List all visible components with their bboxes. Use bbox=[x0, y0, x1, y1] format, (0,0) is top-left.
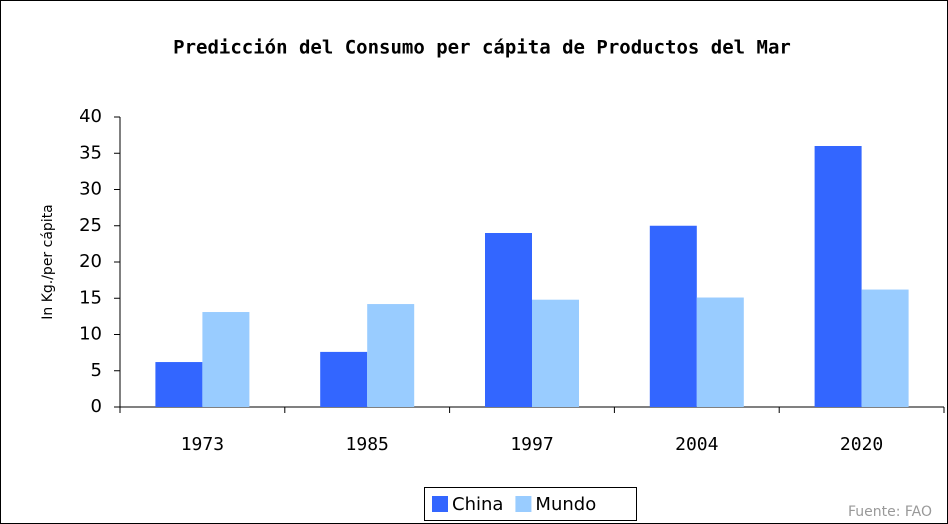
y-tick-label: 40 bbox=[79, 106, 102, 127]
x-tick-label: 2020 bbox=[840, 434, 883, 455]
y-tick-label: 35 bbox=[79, 142, 102, 163]
y-tick-label: 20 bbox=[79, 251, 102, 272]
bar bbox=[696, 297, 744, 407]
bar bbox=[155, 362, 203, 407]
bar bbox=[485, 233, 532, 407]
x-tick-label: 1997 bbox=[510, 434, 553, 455]
y-tick-label: 15 bbox=[79, 287, 102, 308]
x-tick-label: 2004 bbox=[675, 434, 718, 455]
bar bbox=[649, 225, 697, 407]
bar bbox=[320, 351, 368, 407]
y-tick-label: 5 bbox=[91, 360, 102, 381]
y-tick-label: 30 bbox=[79, 179, 102, 200]
y-tick-label: 0 bbox=[91, 396, 102, 417]
legend-swatch bbox=[432, 496, 448, 512]
bar bbox=[861, 289, 909, 407]
chart-title: Predicción del Consumo per cápita de Pro… bbox=[173, 37, 791, 59]
y-tick-label: 25 bbox=[79, 215, 102, 236]
legend-label: China bbox=[452, 494, 503, 515]
source-note: Fuente: FAO bbox=[848, 504, 932, 520]
x-tick-label: 1973 bbox=[181, 434, 224, 455]
legend-label: Mundo bbox=[535, 494, 596, 515]
y-axis-label: In Kg./per cápita bbox=[40, 204, 56, 320]
bar bbox=[814, 146, 862, 407]
bar bbox=[367, 304, 415, 407]
x-tick-label: 1985 bbox=[346, 434, 389, 455]
bar bbox=[532, 299, 579, 407]
legend-swatch bbox=[515, 496, 532, 512]
bar bbox=[202, 312, 250, 407]
y-tick-label: 10 bbox=[79, 324, 102, 345]
